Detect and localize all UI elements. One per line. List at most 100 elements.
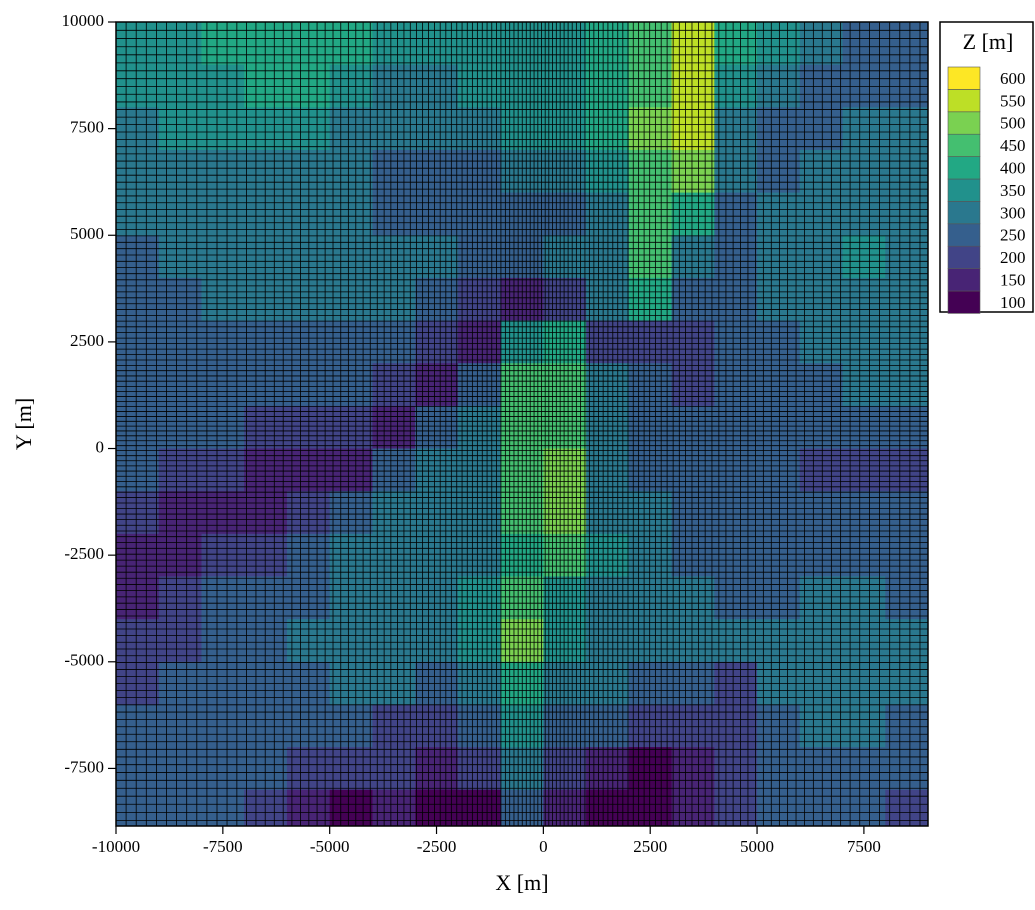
colorbar-swatch — [947, 133, 981, 157]
cell — [116, 107, 160, 151]
cell — [372, 448, 416, 492]
x-tick-label: 2500 — [633, 837, 667, 856]
cell — [671, 789, 715, 826]
cell — [714, 576, 758, 620]
cell — [714, 448, 758, 492]
cell — [158, 405, 202, 450]
cell — [329, 192, 373, 236]
cell — [799, 491, 844, 535]
cell — [757, 22, 801, 66]
x-tick-label: 0 — [539, 837, 548, 856]
cell — [415, 448, 459, 492]
cell — [457, 363, 502, 407]
cell — [158, 149, 202, 194]
plot-frame — [115, 21, 929, 827]
cell — [244, 491, 288, 535]
cell — [244, 704, 288, 748]
cell — [885, 22, 928, 66]
cell — [543, 107, 587, 151]
cell — [158, 619, 202, 663]
cell — [628, 192, 673, 236]
cell — [671, 277, 715, 322]
mesh — [116, 22, 928, 826]
cell — [799, 277, 844, 322]
cell — [372, 107, 416, 151]
cell — [885, 107, 928, 151]
cell — [885, 320, 928, 364]
x-tick-label: -5000 — [310, 837, 350, 856]
cell — [885, 277, 928, 322]
cell — [628, 747, 673, 791]
colorbar-label: 600 — [1000, 69, 1026, 88]
cell — [885, 363, 928, 407]
cell — [201, 363, 245, 407]
x-tick-label: -7500 — [203, 837, 243, 856]
cell — [372, 363, 416, 407]
cell — [671, 22, 715, 66]
cell — [201, 704, 245, 748]
y-tick-label: 5000 — [70, 224, 104, 243]
cell — [372, 192, 416, 236]
cell — [372, 747, 416, 791]
cell — [885, 576, 928, 620]
cell — [329, 107, 373, 151]
cell — [201, 320, 245, 364]
cell — [671, 747, 715, 791]
cell — [244, 192, 288, 236]
cell — [628, 789, 673, 826]
cell — [671, 192, 715, 236]
cell — [885, 448, 928, 492]
cell — [116, 491, 160, 535]
cell — [116, 235, 160, 279]
cell — [757, 619, 801, 663]
cell — [714, 747, 758, 791]
colorbar-label: 350 — [1000, 181, 1026, 200]
cell — [628, 107, 673, 151]
cell — [329, 747, 373, 791]
cell — [671, 235, 715, 279]
cell — [457, 491, 502, 535]
cell — [543, 747, 587, 791]
cell — [372, 491, 416, 535]
cell — [329, 789, 373, 826]
cell — [457, 277, 502, 322]
cell — [158, 448, 202, 492]
colorbar-label: 400 — [1000, 159, 1026, 178]
cell — [757, 747, 801, 791]
cell — [329, 704, 373, 748]
cell — [543, 448, 587, 492]
cell — [628, 363, 673, 407]
cell — [244, 448, 288, 492]
cell — [799, 405, 844, 450]
cell — [457, 235, 502, 279]
cell — [158, 747, 202, 791]
cell — [329, 363, 373, 407]
cell — [201, 533, 245, 577]
cell — [543, 533, 587, 577]
cell — [714, 704, 758, 748]
cell — [329, 491, 373, 535]
cell — [757, 576, 801, 620]
cell — [201, 149, 245, 194]
cell — [158, 320, 202, 364]
cell — [543, 405, 587, 450]
cell — [757, 192, 801, 236]
cell — [372, 619, 416, 663]
cell — [457, 448, 502, 492]
cell — [543, 363, 587, 407]
cell — [116, 747, 160, 791]
cell — [714, 235, 758, 279]
cell — [885, 235, 928, 279]
cell — [757, 704, 801, 748]
cell — [244, 405, 288, 450]
cell — [329, 448, 373, 492]
colorbar-label: 250 — [1000, 226, 1026, 245]
cell — [329, 405, 373, 450]
cell — [799, 533, 844, 577]
cell — [116, 149, 160, 194]
cell — [457, 22, 502, 66]
cell — [201, 747, 245, 791]
cell — [372, 235, 416, 279]
